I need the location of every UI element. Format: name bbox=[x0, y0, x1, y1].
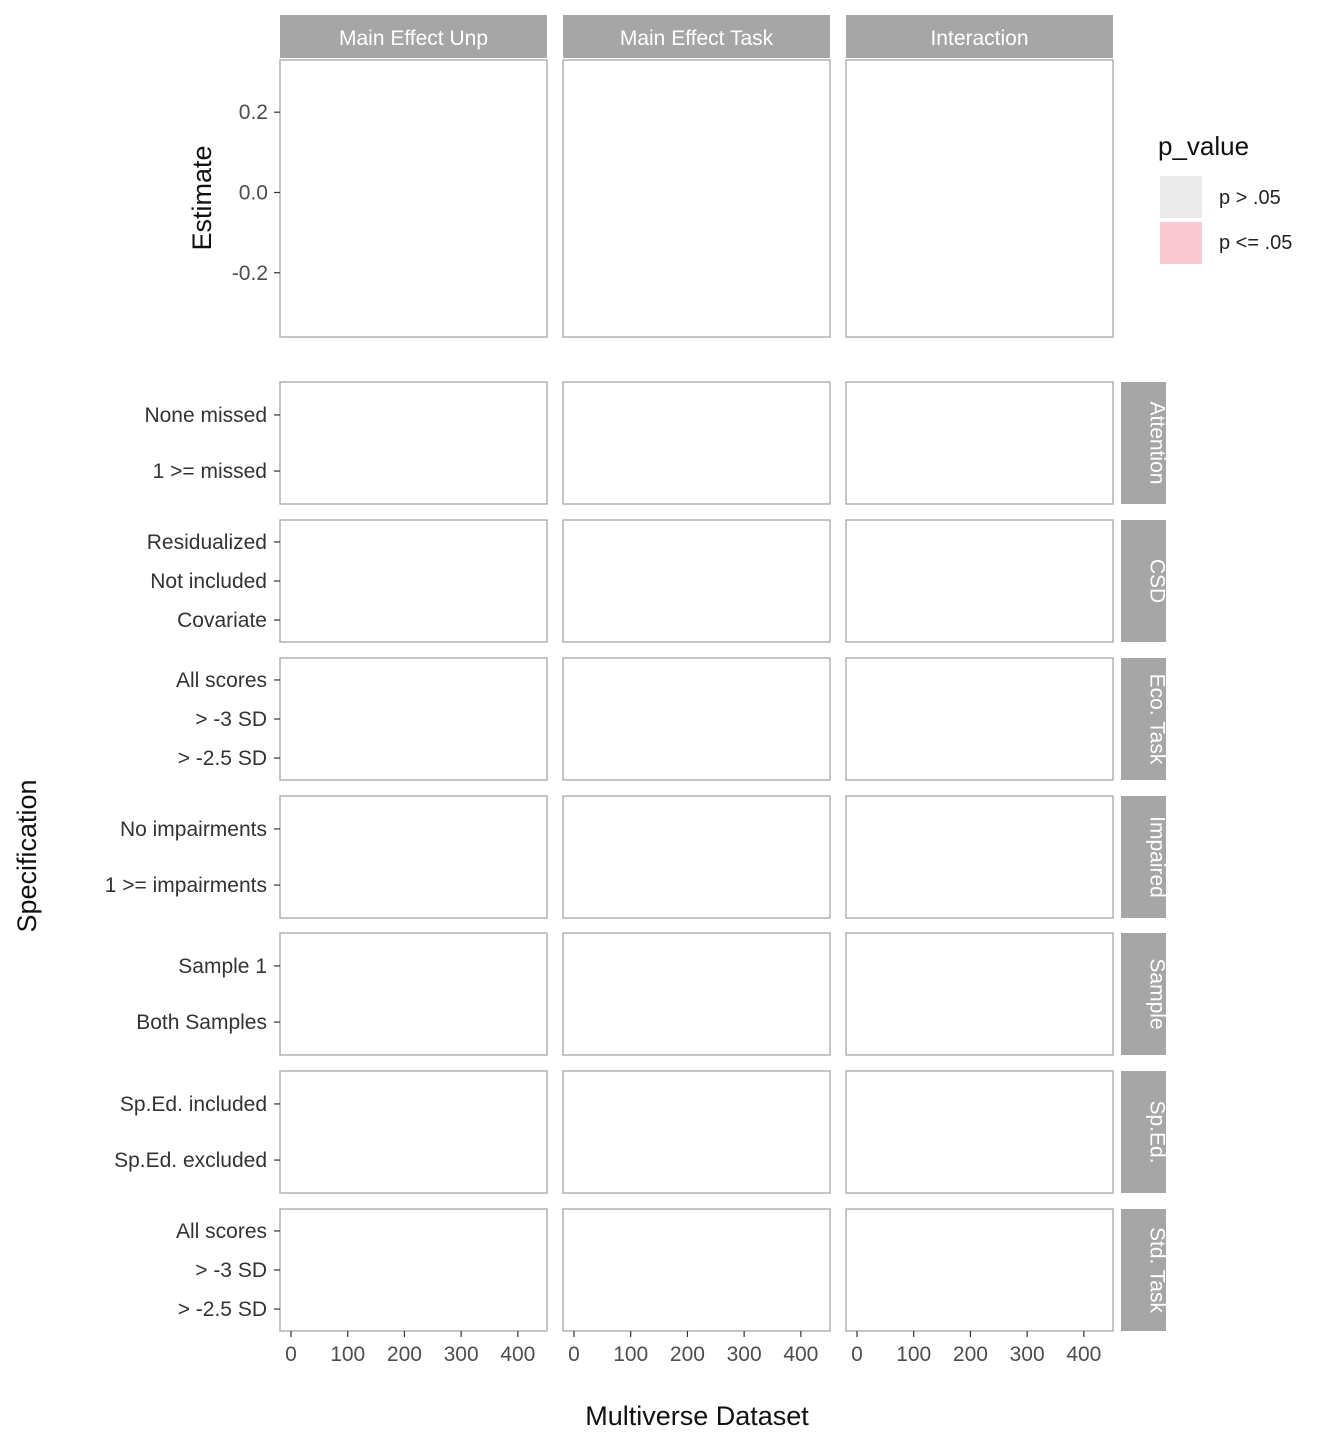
facet-strip bbox=[1121, 1209, 1166, 1331]
facet-strip bbox=[1121, 382, 1166, 504]
spec-panel bbox=[845, 1208, 1114, 1332]
facet-strip-label: Eco. Task bbox=[1146, 674, 1169, 765]
strips-layer bbox=[280, 15, 1166, 1331]
legend-label-sig: p <= .05 bbox=[1219, 232, 1292, 254]
legend-key-nonsig bbox=[1160, 176, 1202, 218]
estimate-panel-0 bbox=[279, 59, 548, 338]
spec-panel bbox=[562, 657, 831, 781]
estimate-panel-2 bbox=[845, 59, 1114, 338]
spec-panel bbox=[845, 657, 1114, 781]
estimate-panel-1 bbox=[562, 59, 831, 338]
facet-strip-label: Attention bbox=[1146, 402, 1169, 485]
x-tick-label: 300 bbox=[1010, 1343, 1045, 1366]
facet-strip-label: CSD bbox=[1146, 559, 1169, 603]
x-tick-label: 300 bbox=[444, 1343, 479, 1366]
facet-strip-label: Sample bbox=[1146, 958, 1169, 1029]
spec-panel bbox=[562, 519, 831, 643]
y-tick-label: -0.2 bbox=[232, 262, 268, 285]
spec-panel bbox=[279, 657, 548, 781]
panel-frames-layer bbox=[274, 59, 1114, 1337]
column-strip-2 bbox=[846, 15, 1113, 58]
column-strip-0 bbox=[280, 15, 547, 58]
facet-strip bbox=[1121, 520, 1166, 642]
spec-panel bbox=[279, 1070, 548, 1194]
spec-panel bbox=[279, 795, 548, 919]
legend-key-sig bbox=[1160, 222, 1202, 264]
x-tick-label: 400 bbox=[783, 1343, 818, 1366]
spec-level-label: None missed bbox=[144, 404, 267, 427]
spec-panel bbox=[845, 519, 1114, 643]
spec-panel bbox=[845, 932, 1114, 1056]
column-strip-label: Main Effect Task bbox=[620, 27, 774, 50]
labels-layer: Main Effect Unp Main Effect Task Interacti… bbox=[105, 27, 1169, 1366]
spec-level-label: No impairments bbox=[120, 818, 267, 841]
facet-strip-label: Std. Task bbox=[1146, 1227, 1169, 1313]
x-tick-label: 0 bbox=[851, 1343, 863, 1366]
spec-panel bbox=[562, 795, 831, 919]
spec-panel bbox=[845, 795, 1114, 919]
x-tick-label: 0 bbox=[285, 1343, 297, 1366]
y-tick-label: 0.0 bbox=[239, 181, 268, 204]
spec-panel bbox=[562, 932, 831, 1056]
y-axis-title-bottom: Specification bbox=[12, 779, 42, 932]
spec-panel bbox=[562, 1208, 831, 1332]
x-tick-label: 100 bbox=[613, 1343, 648, 1366]
spec-level-label: > -2.5 SD bbox=[178, 1298, 267, 1321]
spec-level-label: > -3 SD bbox=[195, 708, 267, 731]
spec-level-label: Covariate bbox=[177, 609, 267, 632]
x-tick-label: 200 bbox=[953, 1343, 988, 1366]
x-tick-label: 100 bbox=[330, 1343, 365, 1366]
spec-level-label: > -3 SD bbox=[195, 1259, 267, 1282]
spec-level-label: All scores bbox=[176, 1220, 267, 1243]
facet-strip bbox=[1121, 658, 1166, 780]
facet-strip bbox=[1121, 933, 1166, 1055]
x-tick-label: 400 bbox=[500, 1343, 535, 1366]
spec-panel bbox=[562, 1070, 831, 1194]
x-tick-label: 400 bbox=[1066, 1343, 1101, 1366]
facet-strip bbox=[1121, 796, 1166, 918]
spec-level-label: Not included bbox=[150, 570, 267, 593]
x-tick-label: 200 bbox=[387, 1343, 422, 1366]
y-tick-label: 0.2 bbox=[239, 101, 268, 124]
spec-level-label: Sp.Ed. included bbox=[120, 1093, 267, 1116]
facet-strip bbox=[1121, 1071, 1166, 1193]
x-tick-label: 0 bbox=[568, 1343, 580, 1366]
legend: p_value p > .05 p <= .05 bbox=[1158, 131, 1292, 264]
spec-panel bbox=[279, 381, 548, 505]
column-strip-label: Main Effect Unp bbox=[339, 27, 488, 50]
spec-level-label: Both Samples bbox=[136, 1011, 267, 1034]
x-tick-label: 200 bbox=[670, 1343, 705, 1366]
x-tick-label: 100 bbox=[896, 1343, 931, 1366]
spec-level-label: Sp.Ed. excluded bbox=[114, 1149, 267, 1172]
spec-panel bbox=[562, 381, 831, 505]
spec-level-label: > -2.5 SD bbox=[178, 747, 267, 770]
spec-panel bbox=[279, 519, 548, 643]
spec-panel bbox=[845, 381, 1114, 505]
spec-panel bbox=[279, 1208, 548, 1332]
legend-label-nonsig: p > .05 bbox=[1219, 187, 1281, 209]
facet-strip-label: Sp.Ed. bbox=[1146, 1100, 1169, 1163]
spec-panel bbox=[279, 932, 548, 1056]
spec-level-label: 1 >= missed bbox=[153, 460, 267, 483]
spec-level-label: All scores bbox=[176, 669, 267, 692]
column-strip-1 bbox=[563, 15, 830, 58]
spec-level-label: Residualized bbox=[147, 531, 267, 554]
facet-strip-label: Impaired bbox=[1146, 816, 1169, 898]
legend-title: p_value bbox=[1158, 131, 1249, 161]
column-strip-label: Interaction bbox=[930, 27, 1028, 50]
spec-level-label: 1 >= impairments bbox=[105, 874, 267, 897]
spec-level-label: Sample 1 bbox=[178, 955, 267, 978]
spec-panel bbox=[845, 1070, 1114, 1194]
x-axis-title: Multiverse Dataset bbox=[585, 1401, 809, 1431]
x-tick-label: 300 bbox=[727, 1343, 762, 1366]
y-axis-title-top: Estimate bbox=[187, 145, 217, 250]
